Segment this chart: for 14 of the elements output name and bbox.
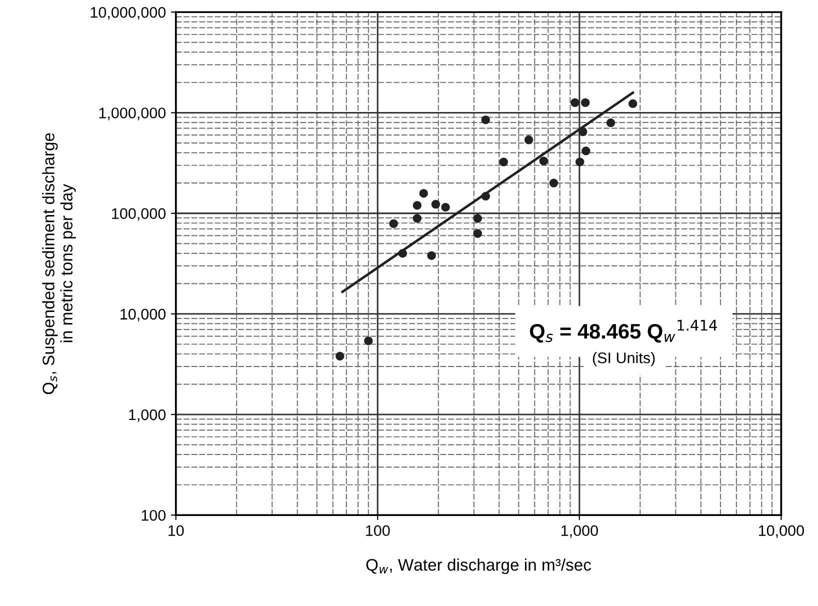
y-tick-label: 1,000,000: [99, 108, 166, 120]
y-tick-label: 1,000: [129, 409, 166, 422]
x-axis-title: Q$_{w}$, Water discharge in m³/sec: [366, 558, 592, 574]
annotation: (SI Units): [592, 352, 655, 366]
y-tick-label: 10,000,000: [90, 6, 166, 20]
annotation: Q$_{s}$ = 48.465 Q$_{w}$$^{1.414}$: [530, 320, 717, 343]
y-tick-label: 10,000: [120, 308, 166, 322]
x-tick-label: 10,000: [758, 525, 804, 538]
y-tick-label: 100: [142, 510, 166, 521]
x-tick-label: 1,000: [561, 525, 598, 538]
y-axis-title: Q$_{s}$, Suspended sediment discharge in metric tons per day: [42, 133, 76, 394]
y-tick-label: 100,000: [112, 208, 166, 221]
x-tick-label: 100: [366, 525, 390, 536]
x-tick-label: 10: [168, 525, 184, 536]
